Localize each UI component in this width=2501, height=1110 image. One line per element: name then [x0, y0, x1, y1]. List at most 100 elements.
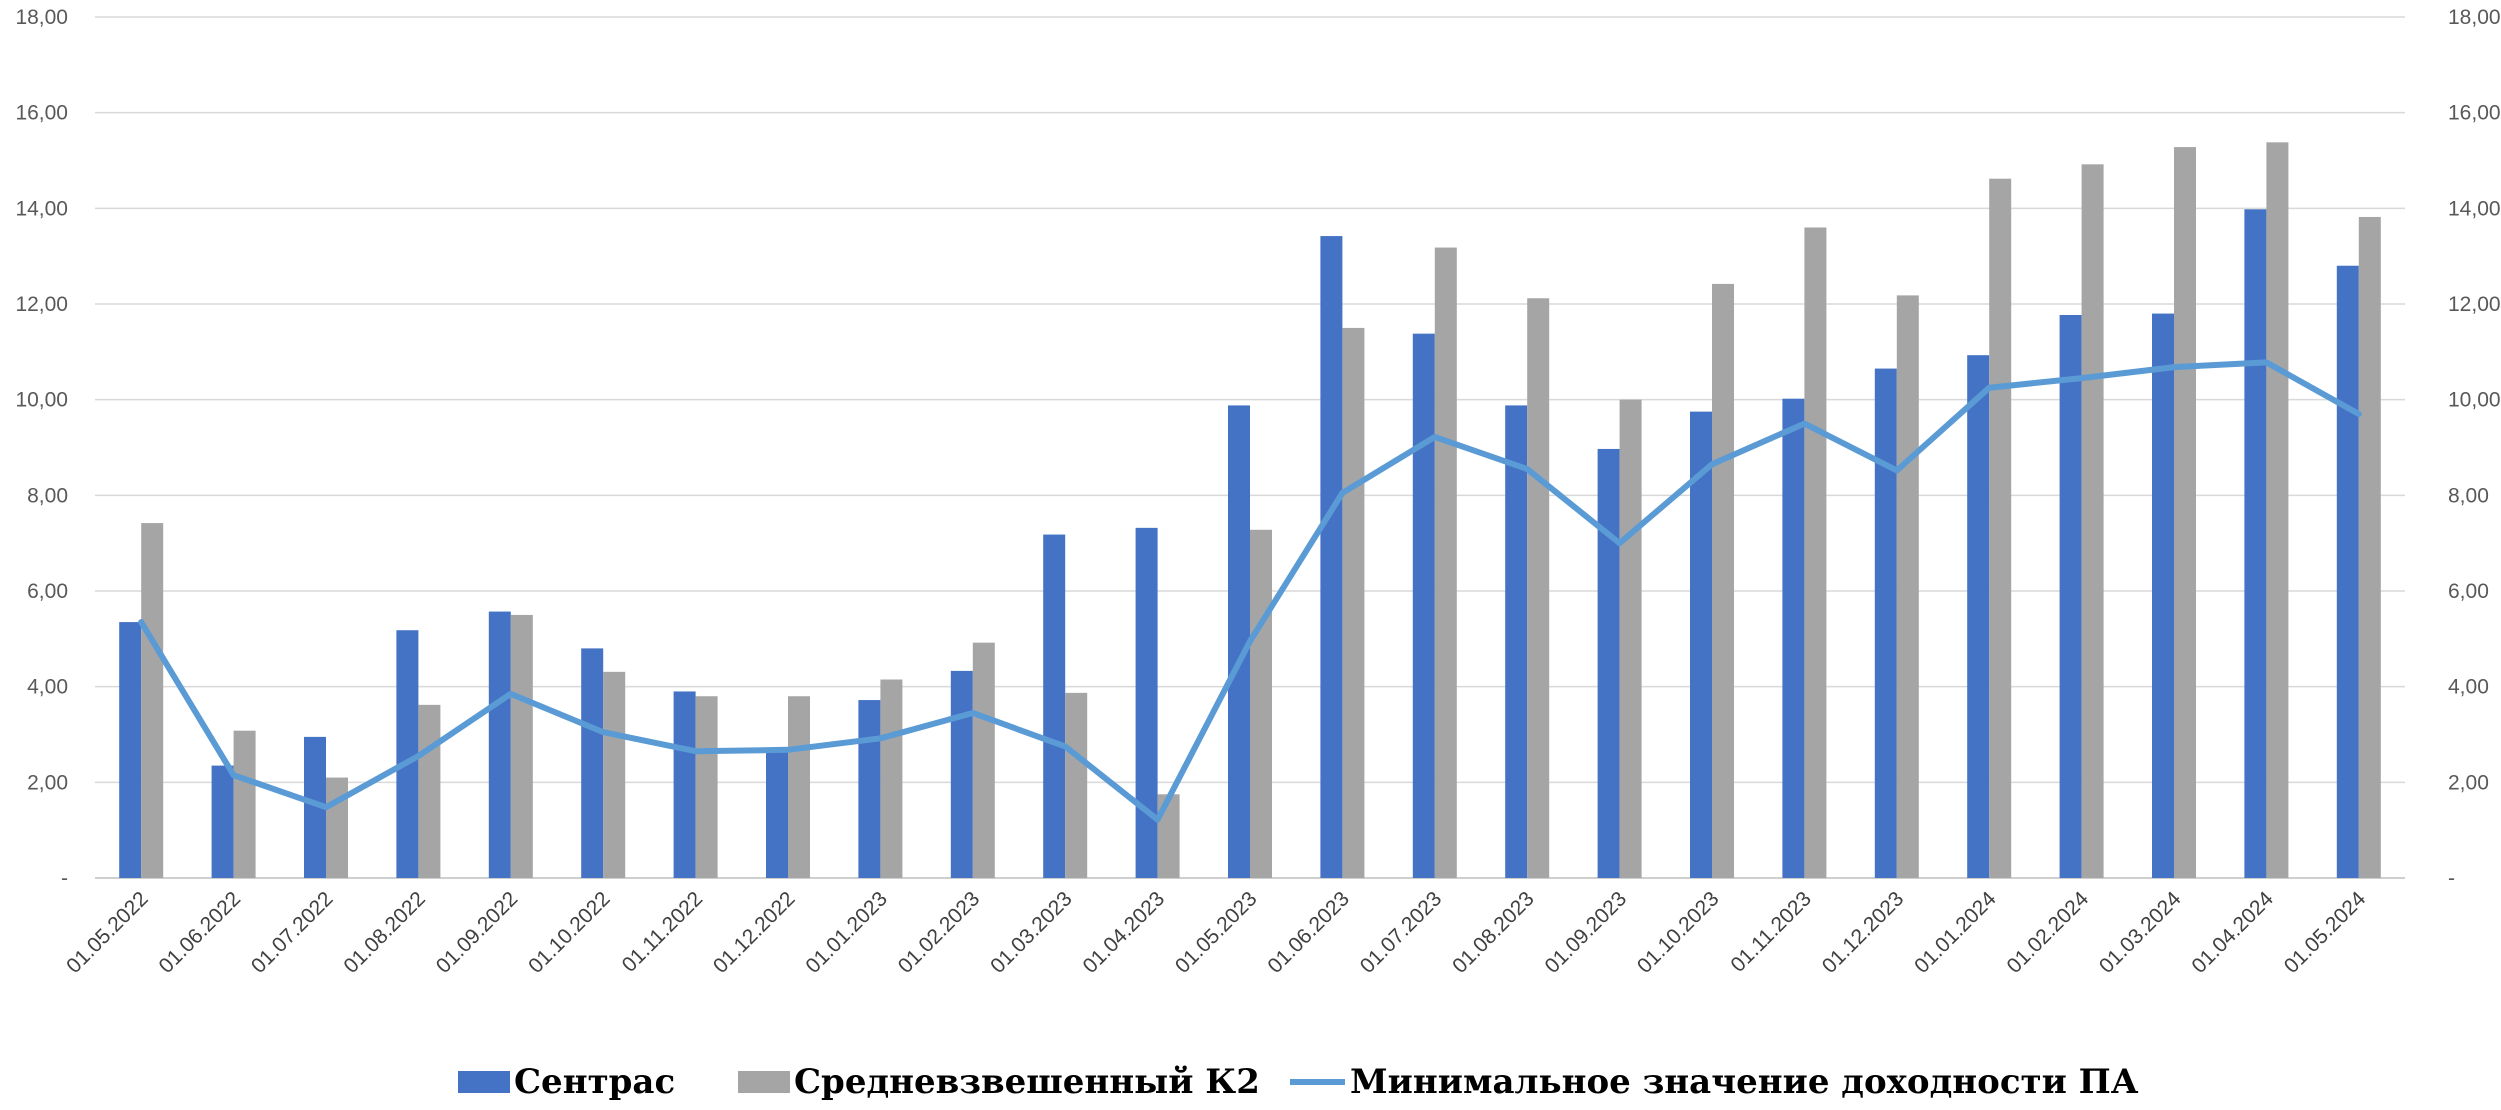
- x-tick-label: 01.05.2022: [62, 887, 153, 978]
- x-tick-label: 01.12.2023: [1818, 887, 1909, 978]
- x-tick-label: 01.04.2023: [1079, 887, 1170, 978]
- bar-sentras: [2059, 315, 2082, 878]
- bar-sentras: [2336, 265, 2359, 878]
- x-tick-label: 01.01.2024: [1910, 887, 2001, 978]
- bar-k2: [326, 777, 348, 878]
- y2-tick-label: 4,00: [2448, 676, 2489, 699]
- y2-tick-label: 14,00: [2448, 197, 2501, 220]
- bar-sentras: [1228, 405, 1250, 878]
- bar-k2: [1527, 298, 1550, 878]
- bar-k2: [1342, 327, 1365, 879]
- x-tick-label: 01.07.2022: [247, 887, 338, 978]
- bar-sentras: [1967, 355, 1990, 879]
- x-tick-label: 01.05.2023: [1171, 887, 1262, 978]
- y-tick-label: 4,00: [27, 676, 68, 699]
- x-tick-label: 01.08.2023: [1448, 887, 1539, 978]
- legend-label: Сентрас: [514, 1062, 675, 1102]
- y-tick-label: 6,00: [27, 580, 68, 603]
- x-tick-label: 01.11.2022: [618, 887, 707, 976]
- y-tick-label: 2,00: [27, 771, 68, 794]
- bar-k2: [1250, 529, 1272, 878]
- x-tick-label: 01.02.2024: [2003, 887, 2094, 978]
- bar-sentras: [1135, 527, 1158, 878]
- bar-k2: [1989, 178, 2012, 879]
- bar-sentras: [858, 700, 881, 878]
- x-tick-label: 01.02.2023: [894, 887, 985, 978]
- legend: Сентрас Средневзвешенный К2 Минимальное зн…: [458, 1062, 2139, 1102]
- bar-k2: [233, 730, 256, 878]
- bar-sentras: [304, 736, 326, 878]
- bar-sentras: [581, 648, 604, 878]
- bar-k2: [2174, 147, 2196, 878]
- x-tick-label: 01.09.2023: [1541, 887, 1632, 978]
- bar-sentras: [1597, 448, 1620, 878]
- bar-sentras: [1412, 333, 1435, 878]
- legend-label: Средневзвешенный К2: [794, 1062, 1260, 1102]
- bar-sentras: [1320, 236, 1343, 878]
- bar-sentras: [488, 611, 511, 878]
- bars: [119, 142, 2381, 879]
- x-tick-label: 01.01.2023: [801, 887, 892, 978]
- bar-k2: [1065, 692, 1088, 878]
- y-tick-label: 10,00: [15, 389, 68, 412]
- y2-tick-label: 18,00: [2448, 6, 2501, 29]
- y-tick-label: -: [61, 867, 68, 890]
- legend-swatch: [738, 1071, 790, 1093]
- bar-sentras: [211, 765, 234, 878]
- bar-k2: [972, 642, 995, 878]
- bar-k2: [1434, 247, 1457, 879]
- x-tick-label: 01.08.2022: [339, 887, 430, 978]
- y2-tick-label: 16,00: [2448, 102, 2501, 125]
- bar-k2: [418, 704, 441, 878]
- bar-k2: [2266, 142, 2289, 878]
- x-tick-label: 01.05.2024: [2280, 887, 2371, 978]
- bar-k2: [141, 523, 164, 878]
- x-tick-label: 01.03.2024: [2095, 887, 2186, 978]
- bar-k2: [695, 696, 718, 878]
- bar-sentras: [1505, 405, 1528, 878]
- line-series: [138, 359, 2362, 823]
- bar-sentras: [1874, 368, 1897, 878]
- bar-sentras: [950, 670, 973, 878]
- y-tick-label: 18,00: [15, 6, 68, 29]
- bar-k2: [2358, 216, 2381, 878]
- bar-k2: [2081, 164, 2104, 878]
- x-tick-label: 01.07.2023: [1356, 887, 1447, 978]
- x-tick-label: 01.11.2023: [1726, 887, 1815, 976]
- bar-sentras: [766, 751, 788, 878]
- legend-label: Минимальное значение доходности ПА: [1350, 1062, 2139, 1102]
- bar-k2: [1712, 283, 1734, 878]
- legend-swatch: [458, 1071, 510, 1093]
- y-tick-label: 16,00: [15, 102, 68, 125]
- bar-k2: [788, 696, 810, 878]
- x-tick-label: 01.06.2022: [155, 887, 246, 978]
- y2-tick-label: -: [2448, 867, 2455, 890]
- y2-tick-label: 12,00: [2448, 293, 2501, 316]
- bar-sentras: [2152, 313, 2174, 879]
- y2-tick-label: 8,00: [2448, 484, 2489, 507]
- x-tick-label: 01.09.2022: [432, 887, 523, 978]
- bar-k2: [1619, 399, 1642, 878]
- bar-k2: [1896, 295, 1919, 878]
- bar-sentras: [1690, 411, 1712, 878]
- y-tick-label: 8,00: [27, 484, 68, 507]
- bar-sentras: [1782, 398, 1805, 878]
- x-tick-label: 01.04.2024: [2187, 887, 2278, 978]
- bar-k2: [510, 614, 533, 878]
- x-tick-label: 01.12.2022: [709, 887, 800, 978]
- line-min-yield: [138, 359, 2362, 823]
- bar-k2: [1804, 227, 1827, 878]
- y-tick-label: 12,00: [15, 293, 68, 316]
- x-tick-label: 01.03.2023: [986, 887, 1077, 978]
- bar-sentras: [119, 622, 142, 878]
- x-tick-label: 01.06.2023: [1263, 887, 1354, 978]
- bar-sentras: [2244, 209, 2267, 879]
- x-tick-label: 01.10.2022: [524, 887, 615, 978]
- bar-k2: [880, 679, 903, 878]
- bar-sentras: [1043, 534, 1066, 878]
- y2-tick-label: 10,00: [2448, 389, 2501, 412]
- bar-sentras: [396, 630, 419, 878]
- y-tick-label: 14,00: [15, 197, 68, 220]
